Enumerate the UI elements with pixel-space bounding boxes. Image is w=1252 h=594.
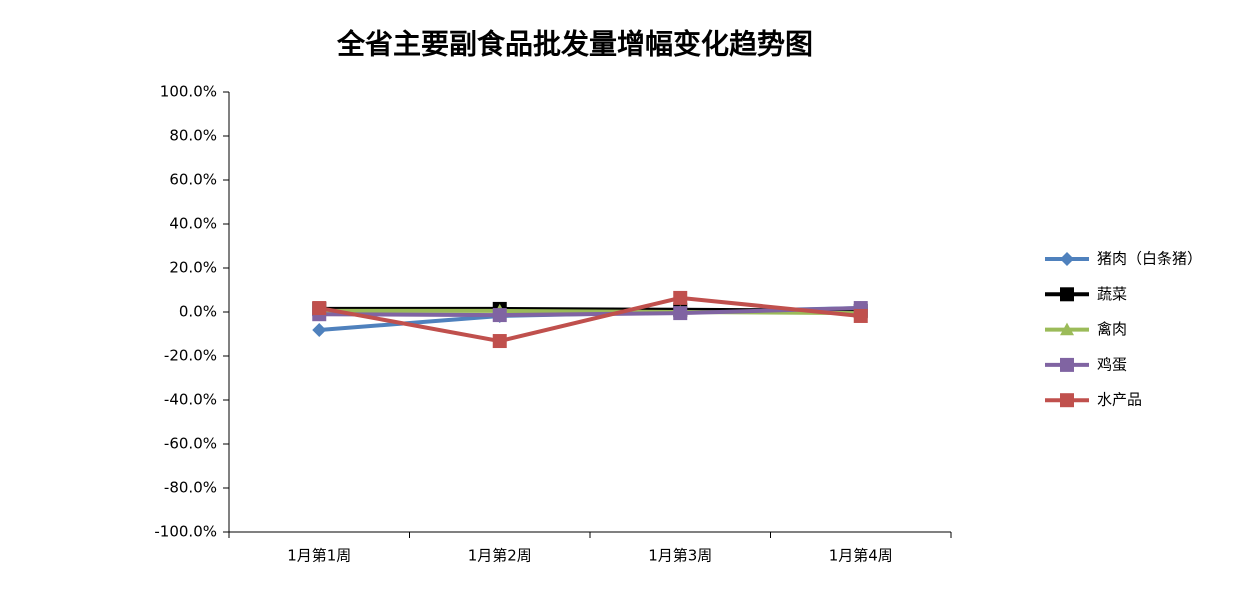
legend-label: 猪肉（白条猪） — [1097, 250, 1202, 268]
y-tick-label: 40.0% — [169, 215, 217, 233]
series-line — [318, 295, 861, 344]
legend-marker — [1060, 322, 1074, 336]
y-tick-label: -100.0% — [154, 523, 217, 541]
data-point — [492, 308, 507, 323]
y-tick-label: -20.0% — [164, 347, 217, 365]
x-tick-label: 1月第2周 — [468, 547, 532, 565]
y-tick-label: -60.0% — [164, 435, 217, 453]
y-tick-label: 0.0% — [179, 303, 217, 321]
y-tick-label: -40.0% — [164, 391, 217, 409]
data-point — [312, 301, 327, 316]
data-point — [673, 290, 688, 305]
legend-marker — [1060, 287, 1074, 302]
data-point — [853, 308, 868, 323]
data-point — [492, 334, 507, 349]
x-tick-label: 1月第3周 — [648, 547, 712, 565]
series-line — [319, 306, 861, 318]
x-tick-label: 1月第1周 — [287, 547, 351, 565]
legend-label: 蔬菜 — [1097, 285, 1127, 303]
legend-marker — [1060, 393, 1074, 408]
y-tick-label: 80.0% — [169, 127, 217, 145]
data-point — [312, 323, 327, 338]
legend-marker — [1060, 252, 1074, 266]
legend-label: 水产品 — [1097, 391, 1142, 409]
data-point — [673, 306, 688, 321]
y-tick-label: 20.0% — [169, 259, 217, 277]
y-tick-label: 100.0% — [160, 83, 217, 101]
legend-label: 鸡蛋 — [1097, 355, 1127, 373]
legend-marker — [1060, 357, 1074, 372]
y-tick-label: -80.0% — [164, 479, 217, 497]
y-tick-label: 60.0% — [169, 171, 217, 189]
x-tick-label: 1月第4周 — [829, 547, 893, 565]
chart-title: 全省主要副食品批发量增幅变化趋势图 — [336, 28, 813, 61]
legend-label: 禽肉 — [1097, 320, 1127, 338]
